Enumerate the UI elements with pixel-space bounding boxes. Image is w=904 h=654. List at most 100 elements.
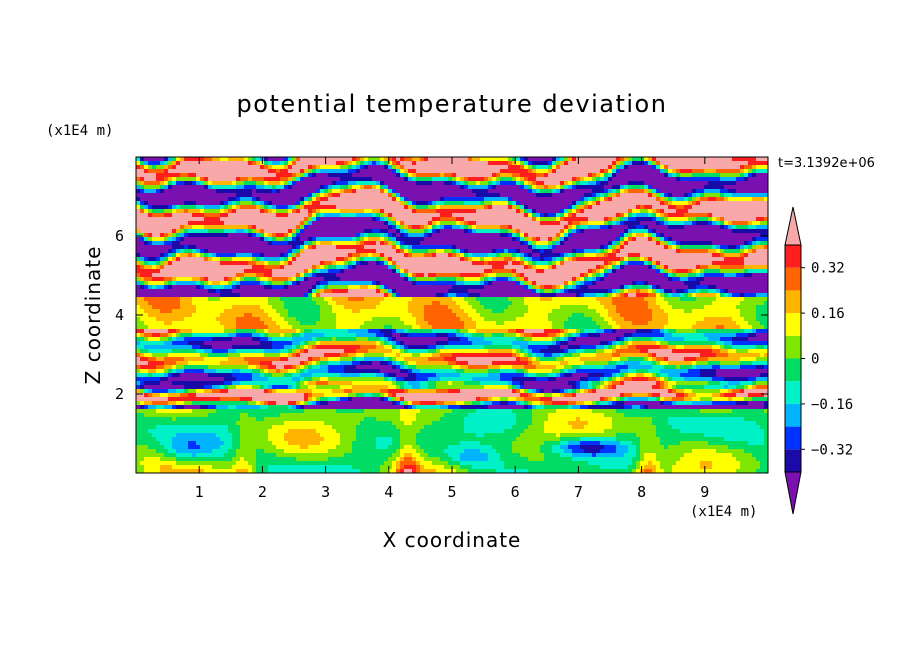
field-cell	[184, 237, 261, 242]
field-cell	[628, 341, 633, 346]
field-cell	[396, 337, 449, 342]
field-cell	[732, 229, 768, 234]
field-cell	[384, 253, 405, 258]
field-cell	[648, 405, 765, 410]
field-cell	[176, 337, 185, 342]
field-cell	[440, 353, 453, 358]
field-cell	[756, 173, 768, 178]
field-cell	[592, 177, 597, 182]
field-cell	[748, 333, 757, 338]
field-cell	[396, 165, 401, 170]
field-cell	[460, 253, 465, 258]
field-cell	[364, 165, 369, 170]
field-cell	[524, 237, 529, 242]
field-cell	[472, 189, 489, 194]
field-cell	[712, 261, 745, 266]
field-cell	[236, 177, 241, 182]
field-cell	[520, 173, 537, 178]
field-cell	[448, 177, 453, 182]
field-cell	[712, 301, 741, 306]
field-cell	[604, 249, 609, 254]
field-cell	[560, 181, 565, 186]
field-cell	[532, 409, 557, 414]
field-cell	[184, 209, 189, 214]
field-cell	[560, 353, 565, 358]
field-cell	[328, 365, 345, 370]
field-cell	[572, 373, 589, 378]
field-cell	[556, 233, 561, 238]
field-cell	[136, 301, 149, 306]
field-cell	[348, 393, 357, 398]
field-cell	[228, 281, 233, 286]
field-cell	[544, 393, 553, 398]
field-cell	[220, 313, 245, 318]
field-cell	[492, 281, 517, 286]
field-cell	[720, 345, 725, 350]
field-cell	[164, 165, 169, 170]
field-cell	[392, 361, 397, 366]
field-cell	[572, 337, 577, 342]
field-cell	[136, 309, 145, 314]
field-cell	[696, 289, 701, 294]
field-cell	[728, 197, 753, 202]
field-cell	[572, 313, 585, 318]
field-cell	[708, 337, 721, 342]
field-cell	[464, 225, 469, 230]
field-cell	[276, 233, 285, 238]
field-cell	[468, 181, 477, 186]
field-cell	[352, 441, 377, 446]
field-cell	[468, 229, 473, 234]
field-cell	[228, 349, 237, 354]
field-cell	[392, 293, 397, 298]
field-cell	[240, 353, 265, 358]
field-cell	[384, 217, 389, 222]
field-cell	[424, 273, 429, 278]
field-cell	[600, 341, 609, 346]
field-cell	[736, 177, 745, 182]
field-cell	[528, 341, 553, 346]
field-cell	[656, 289, 661, 294]
field-cell	[300, 229, 305, 234]
field-cell	[624, 161, 629, 166]
field-cell	[660, 341, 669, 346]
field-cell	[136, 465, 145, 470]
field-cell	[300, 273, 305, 278]
field-cell	[136, 393, 145, 398]
field-cell	[304, 393, 309, 398]
field-cell	[560, 157, 565, 162]
field-cell	[460, 389, 513, 394]
field-cell	[296, 229, 301, 234]
field-cell	[476, 229, 501, 234]
field-cell	[544, 441, 561, 446]
field-cell	[180, 225, 185, 230]
field-cell	[516, 253, 521, 258]
field-cell	[148, 233, 153, 238]
field-cell	[392, 341, 397, 346]
field-cell	[620, 381, 625, 386]
field-cell	[624, 401, 661, 406]
field-cell	[592, 277, 597, 282]
field-cell	[264, 369, 269, 374]
field-cell	[520, 433, 557, 438]
field-cell	[552, 289, 557, 294]
field-cell	[348, 257, 353, 262]
field-cell	[692, 401, 713, 406]
field-cell	[600, 325, 613, 330]
field-cell	[736, 321, 749, 326]
field-cell	[444, 201, 465, 206]
field-cell	[144, 329, 169, 334]
field-cell	[500, 181, 517, 186]
field-cell	[444, 181, 453, 186]
field-cell	[536, 173, 545, 178]
field-cell	[164, 373, 169, 378]
field-cell	[308, 221, 313, 226]
field-cell	[536, 241, 549, 246]
field-cell	[356, 189, 381, 194]
field-cell	[600, 381, 605, 386]
field-cell	[652, 469, 657, 473]
field-cell	[320, 365, 329, 370]
field-cell	[444, 357, 457, 362]
field-cell	[268, 233, 273, 238]
field-cell	[456, 361, 469, 366]
field-cell	[540, 449, 553, 454]
